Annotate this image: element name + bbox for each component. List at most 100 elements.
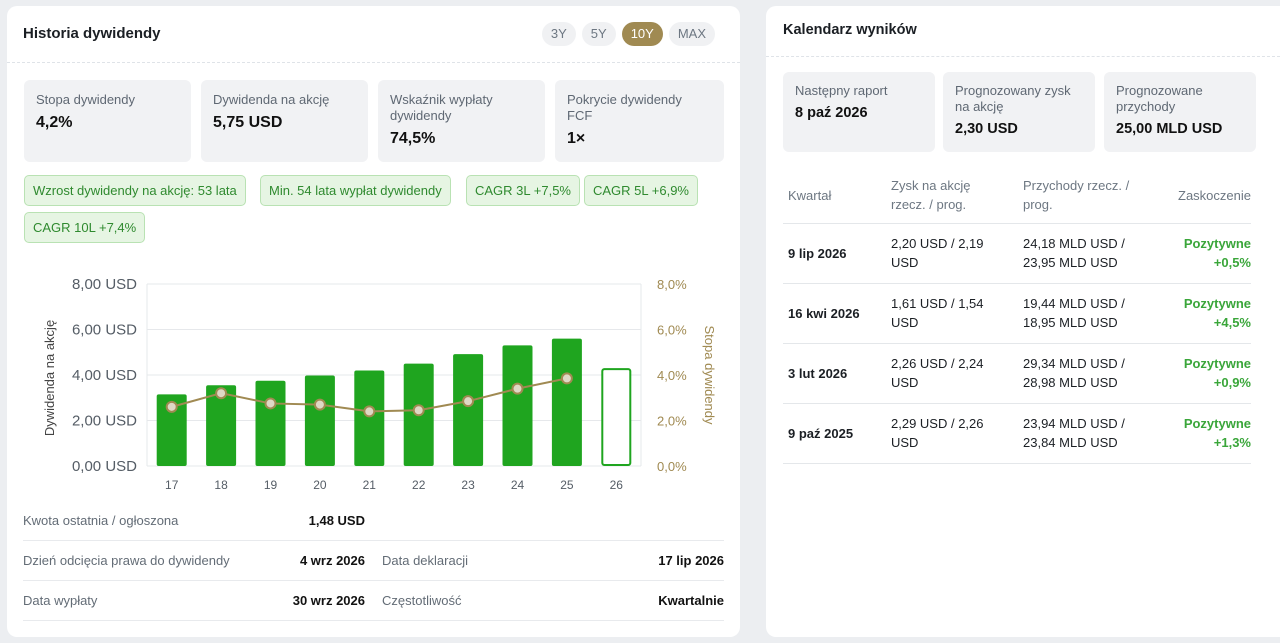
tag-cagr-10y: CAGR 10L +7,4% xyxy=(24,212,146,243)
bar xyxy=(551,338,582,466)
stat-value: 4,2% xyxy=(36,114,73,131)
yield-point xyxy=(560,372,573,385)
surprise-percent: +1,3% xyxy=(1213,435,1251,450)
x-tick-label: 25 xyxy=(560,478,574,492)
column-revenue: Przychody rzecz. / prog. xyxy=(1023,178,1130,212)
y2-tick-label: 0,0% xyxy=(657,459,687,474)
yield-point xyxy=(363,405,376,418)
column-surprise: Zaskoczenie xyxy=(1178,188,1251,203)
y-tick-label: 6,00 USD xyxy=(72,322,137,339)
y-tick-label: 4,00 USD xyxy=(72,367,137,384)
stat-label: Następny raport xyxy=(795,83,888,98)
tag-cagr-3y: CAGR 3L +7,5% xyxy=(466,175,580,206)
declaration-date-label: Data deklaracji xyxy=(382,553,468,568)
stat-next-report: Następny raport 8 paź 2026 xyxy=(783,72,935,152)
quarter-cell: 16 kwi 2026 xyxy=(788,306,860,321)
info-row-dates: Dzień odcięcia prawa do dywidendy 4 wrz … xyxy=(23,541,724,581)
card-title: Historia dywidendy xyxy=(23,25,161,42)
bar-projected xyxy=(601,368,632,466)
period-3y-button[interactable]: 3Y xyxy=(541,22,576,46)
header-divider xyxy=(7,62,740,63)
stat-value: 25,00 MLD USD xyxy=(1116,121,1223,137)
stat-revenue-forecast: Prognozowane przychody 25,00 MLD USD xyxy=(1104,72,1256,152)
surprise-cell: Pozytywne +1,3% xyxy=(1184,414,1251,452)
eps-cell: 1,61 USD / 1,54 USD xyxy=(891,296,984,330)
column-quarter: Kwartał xyxy=(788,188,832,203)
payment-date-label: Data wypłaty xyxy=(23,593,98,608)
surprise-label: Pozytywne xyxy=(1183,236,1251,251)
period-5y-button[interactable]: 5Y xyxy=(581,22,616,46)
stat-label: Pokrycie dywidendy FCF xyxy=(567,92,682,123)
earnings-calendar-card: Kalendarz wyników Następny raport 8 paź … xyxy=(766,6,1280,637)
x-tick-label: 19 xyxy=(264,478,278,492)
yield-point xyxy=(511,382,524,395)
surprise-label: Pozytywne xyxy=(1183,296,1251,311)
yield-point xyxy=(462,395,475,408)
earnings-table-row: 16 kwi 2026 1,61 USD / 1,54 USD 19,44 MLD … xyxy=(783,284,1251,344)
tag-cagr-5y: CAGR 5L +6,9% xyxy=(584,175,698,206)
bar xyxy=(453,354,484,466)
stat-label: Prognozowane przychody xyxy=(1116,83,1203,114)
info-row-last-amount: Kwota ostatnia / ogłoszona 1,48 USD xyxy=(23,501,724,541)
period-max-button[interactable]: MAX xyxy=(668,22,715,46)
ex-date-label: Dzień odcięcia prawa do dywidendy xyxy=(23,553,230,568)
stat-label: Stopa dywidendy xyxy=(36,92,136,107)
earnings-table-row: 9 lip 2026 2,20 USD / 2,19 USD 24,18 MLD U… xyxy=(783,224,1251,284)
stat-label: Prognozowany zysk na akcję xyxy=(955,83,1071,114)
quarter-cell: 9 lip 2026 xyxy=(788,246,847,261)
y2-axis-title: Stopa dywidendy xyxy=(702,325,717,425)
stat-value: 1× xyxy=(567,130,586,147)
x-tick-label: 21 xyxy=(363,478,377,492)
stat-dividend-per-share: Dywidenda na akcję 5,75 USD xyxy=(201,80,368,162)
eps-cell: 2,29 USD / 2,26 USD xyxy=(891,416,984,450)
header-divider xyxy=(766,56,1280,57)
y2-tick-label: 4,0% xyxy=(657,368,687,383)
stat-value: 5,75 USD xyxy=(213,114,283,131)
surprise-label: Pozytywne xyxy=(1183,416,1251,431)
bar xyxy=(255,380,286,466)
surprise-percent: +4,5% xyxy=(1213,315,1251,330)
stat-eps-forecast: Prognozowany zysk na akcję 2,30 USD xyxy=(943,72,1095,152)
x-tick-label: 26 xyxy=(610,478,624,492)
stat-payout-ratio: Wskaźnik wypłaty dywidendy 74,5% xyxy=(378,80,545,162)
frequency-label: Częstotliwość xyxy=(382,593,462,608)
bar xyxy=(354,370,385,466)
yield-point xyxy=(264,397,277,410)
revenue-cell: 19,44 MLD USD / 18,95 MLD USD xyxy=(1023,296,1125,330)
revenue-cell: 24,18 MLD USD / 23,95 MLD USD xyxy=(1023,236,1125,270)
yield-point xyxy=(215,387,228,400)
earnings-table-row: 9 paź 2025 2,29 USD / 2,26 USD 23,94 MLD U… xyxy=(783,404,1251,464)
last-amount-label: Kwota ostatnia / ogłoszona xyxy=(23,513,179,528)
declaration-date-value: 17 lip 2026 xyxy=(658,553,724,568)
tag-dividend-growth: Wzrost dywidendy na akcję: 53 lata xyxy=(24,175,246,206)
period-10y-button[interactable]: 10Y xyxy=(621,22,663,46)
frequency-value: Kwartalnie xyxy=(658,593,724,608)
bar xyxy=(304,375,335,466)
surprise-cell: Pozytywne +4,5% xyxy=(1184,294,1251,332)
period-selector: 3Y 5Y 10Y MAX xyxy=(541,22,715,46)
stat-dividend-yield: Stopa dywidendy 4,2% xyxy=(24,80,191,162)
y-tick-label: 8,00 USD xyxy=(72,276,137,293)
eps-cell: 2,26 USD / 2,24 USD xyxy=(891,356,984,390)
last-amount-value: 1,48 USD xyxy=(308,513,365,528)
yield-point xyxy=(165,400,178,413)
y-axis-title: Dywidenda na akcję xyxy=(42,320,57,436)
ex-date-value: 4 wrz 2026 xyxy=(299,553,365,568)
yield-point xyxy=(412,404,425,417)
x-tick-label: 20 xyxy=(313,478,327,492)
surprise-label: Pozytywne xyxy=(1183,356,1251,371)
stat-fcf-coverage: Pokrycie dywidendy FCF 1× xyxy=(555,80,724,162)
bar xyxy=(206,385,237,466)
x-tick-label: 22 xyxy=(412,478,426,492)
tag-payment-streak: Min. 54 lata wypłat dywidendy xyxy=(260,175,451,206)
stat-label: Wskaźnik wypłaty dywidendy xyxy=(390,92,493,123)
card-title: Kalendarz wyników xyxy=(783,22,917,38)
x-tick-label: 18 xyxy=(214,478,228,492)
dividend-history-card: Historia dywidendy 3Y 5Y 10Y MAX Stopa d… xyxy=(7,6,740,637)
stat-label: Dywidenda na akcję xyxy=(213,92,330,107)
bar xyxy=(156,394,187,466)
x-tick-label: 24 xyxy=(511,478,525,492)
surprise-percent: +0,5% xyxy=(1213,255,1251,270)
stat-value: 2,30 USD xyxy=(955,121,1018,137)
stat-value: 8 paź 2026 xyxy=(795,105,868,121)
